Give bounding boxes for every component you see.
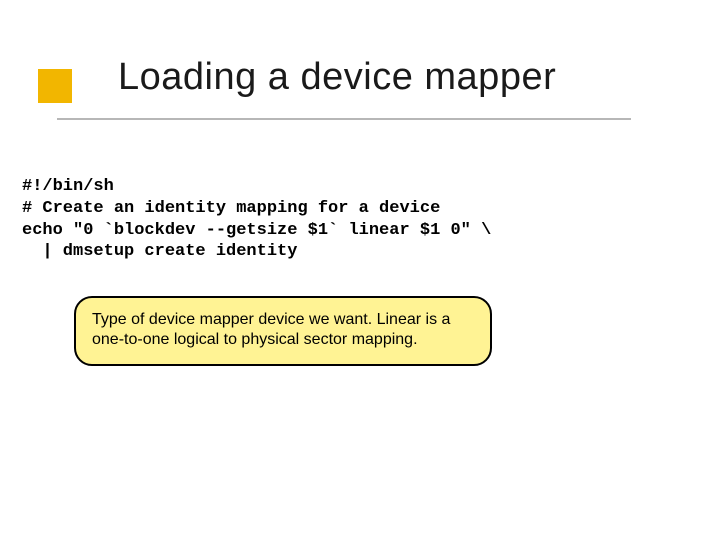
title-block: Loading a device mapper [38,56,556,99]
title-accent-icon [38,69,72,103]
slide-title: Loading a device mapper [118,56,556,99]
callout-box: Type of device mapper device we want. Li… [74,296,492,366]
title-underline [57,118,631,120]
code-block: #!/bin/sh # Create an identity mapping f… [22,176,491,263]
callout-text: Type of device mapper device we want. Li… [92,311,450,348]
